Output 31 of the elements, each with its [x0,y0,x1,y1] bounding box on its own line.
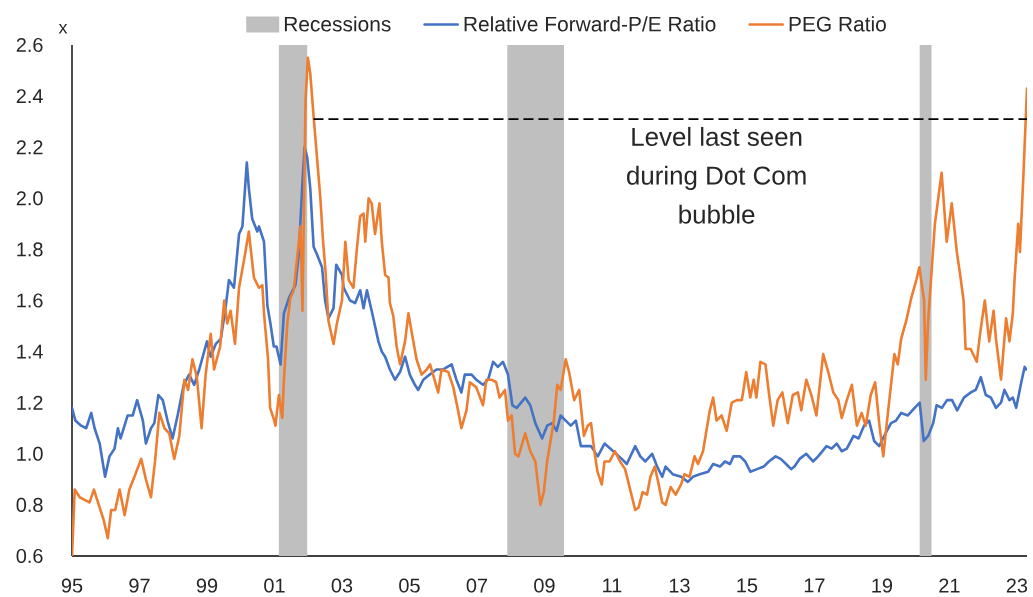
x-tick-label: 05 [399,578,420,593]
y-tick-label: 2.2 [16,140,43,155]
x-tick-label: 07 [466,578,488,593]
x-tick-label: 01 [264,578,285,593]
x-tick-label: 17 [804,578,825,593]
x-tick-label: 19 [872,578,893,593]
x-tick-label: 09 [534,578,555,593]
legend-label: Recessions [284,16,391,32]
y-tick-label: 0.6 [16,548,43,564]
y-tick-label: 2.4 [16,89,43,104]
legend-label: Relative Forward-P/E Ratio [464,16,716,32]
annotation: Level last seen during Dot Com bubble [627,126,806,224]
y-tick-label: 1.2 [17,395,43,410]
x-tick-label: 95 [61,578,83,593]
x-tick-label: 13 [669,578,690,593]
x-tick-label: 23 [1006,578,1028,593]
y-tick-label: 1.6 [17,293,43,308]
x-tick-label: 97 [129,578,150,593]
y-tick-label: 1.0 [17,446,43,461]
x-tick-label: 03 [331,578,353,593]
x-tick-label: 21 [939,578,960,593]
y-tick-label: 1.4 [17,344,43,359]
y-tick-label: 0.8 [16,497,43,512]
legend-label: PEG Ratio [789,16,886,32]
x-tick-label: 99 [196,578,218,593]
y-axis-title: x [58,23,68,34]
y-tick-label: 2.6 [16,37,43,53]
x-tick-label: 11 [603,578,622,593]
x-tick-label: 15 [737,578,758,593]
y-tick-label: 1.8 [17,242,43,257]
y-tick-label: 2.0 [16,191,43,206]
